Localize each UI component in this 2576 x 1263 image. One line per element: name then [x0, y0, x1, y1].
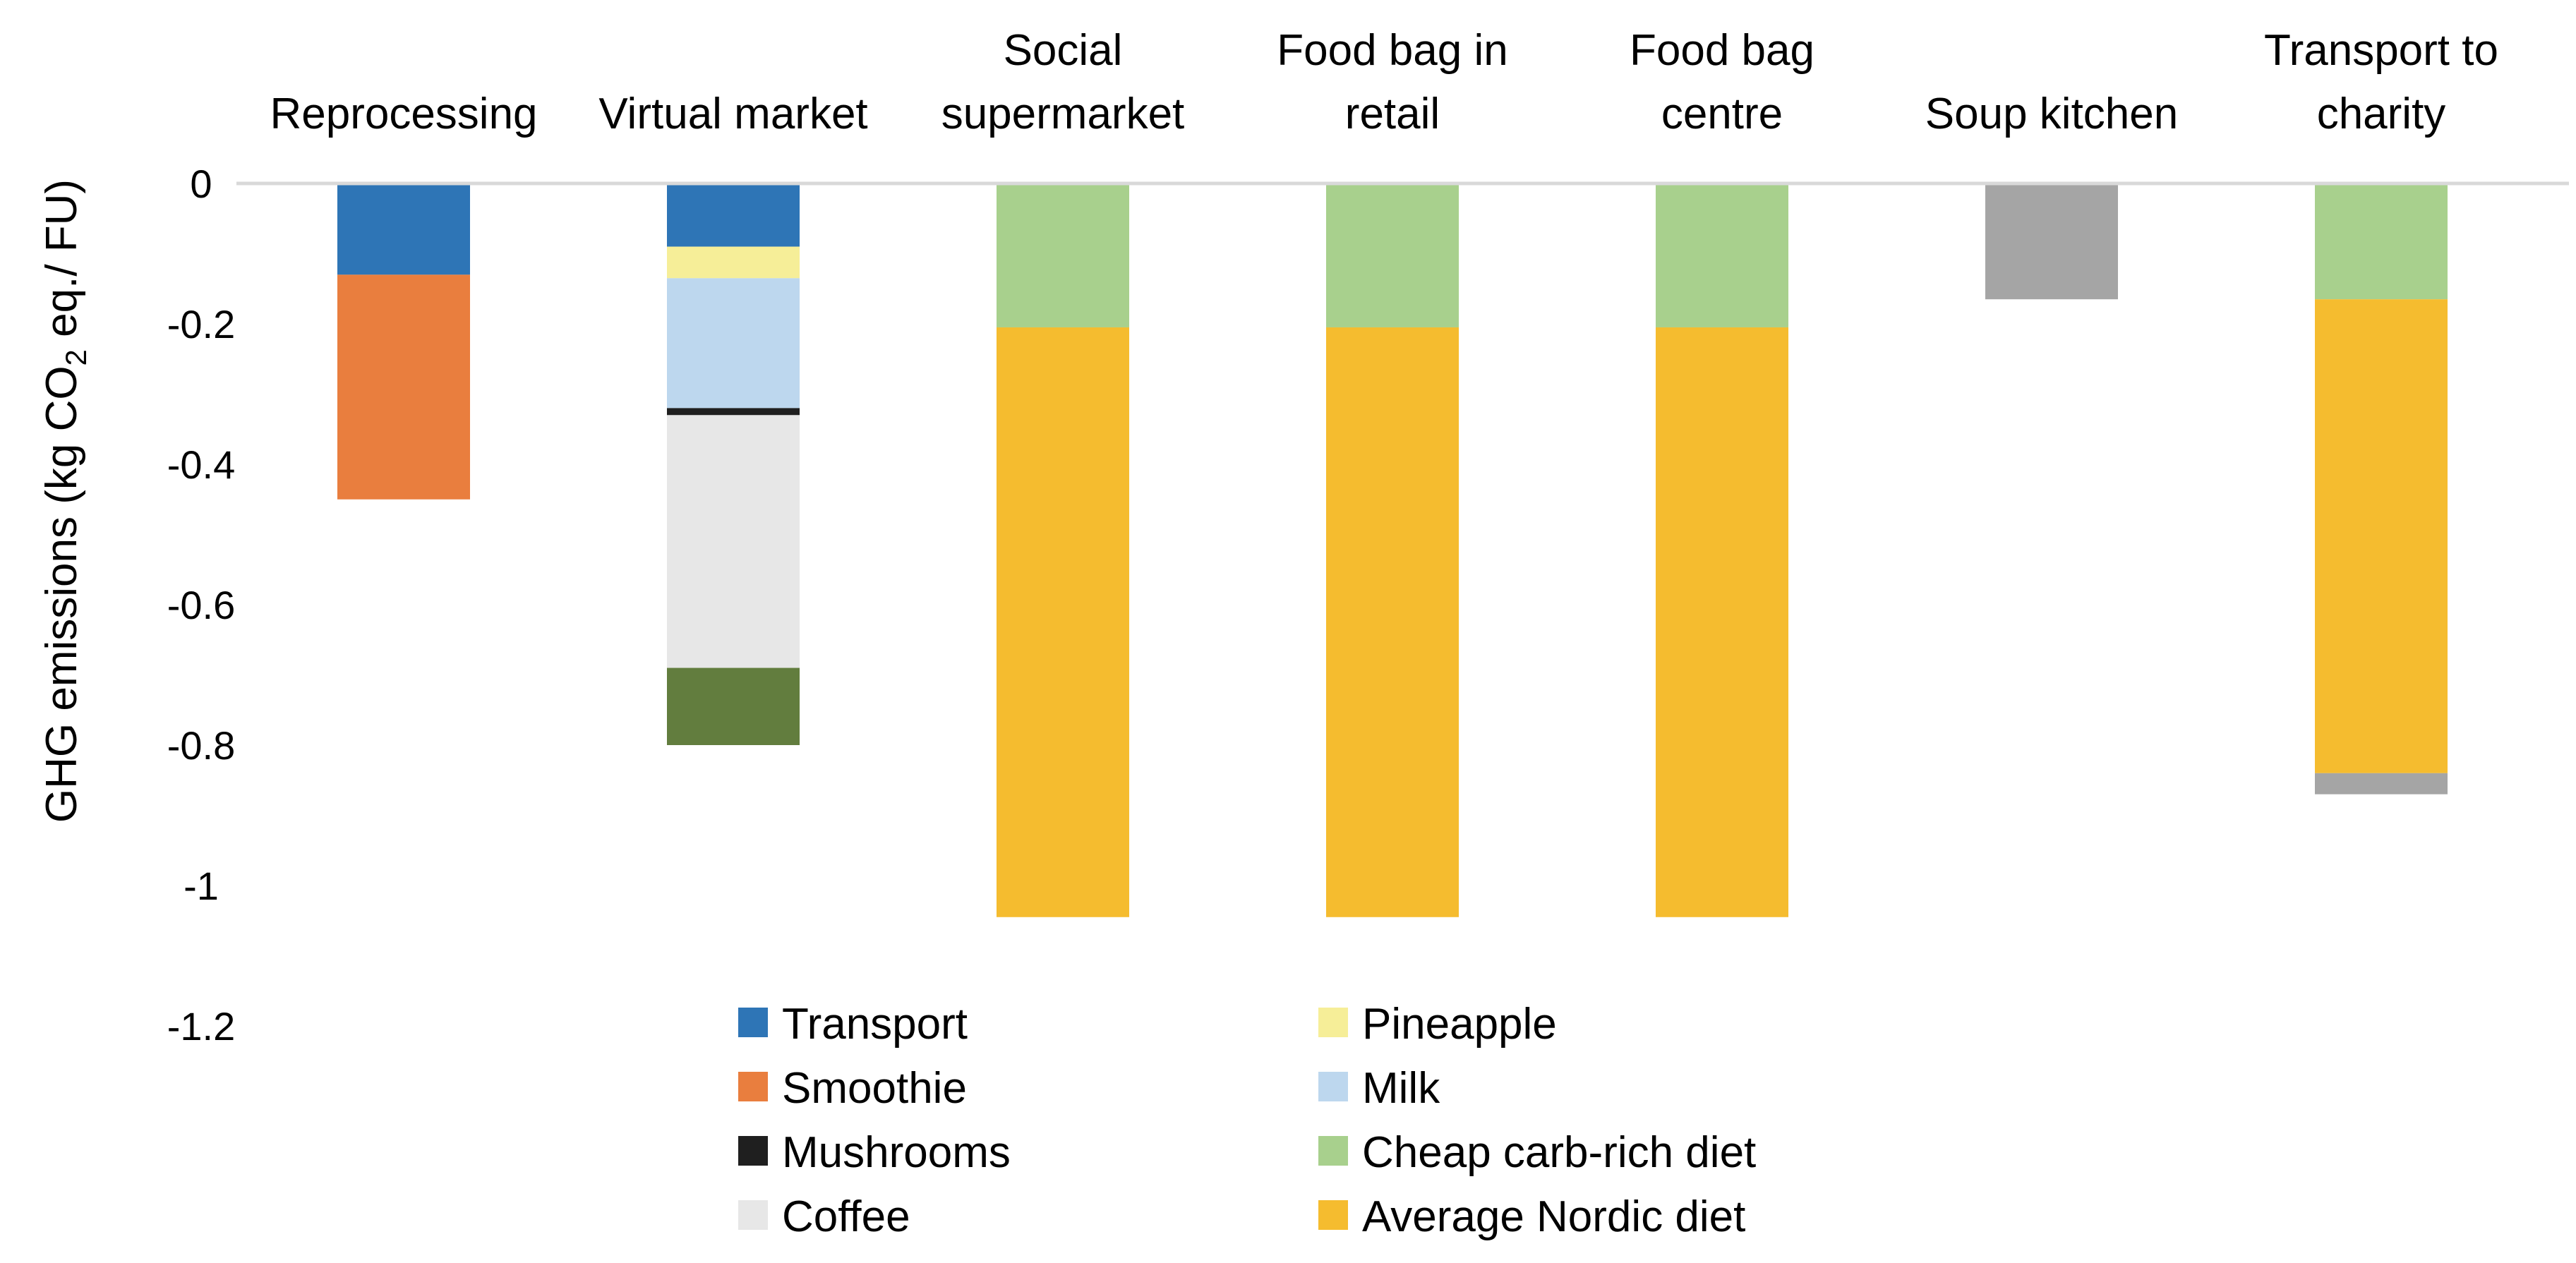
legend-swatch: [738, 1136, 768, 1166]
legend-swatch: [1318, 1008, 1348, 1037]
category-label: Food bag: [1630, 26, 1814, 75]
bar-segment-pineapple: [667, 246, 800, 279]
legend-label: Coffee: [782, 1192, 910, 1241]
category-label: retail: [1345, 90, 1440, 138]
bar-segment-cheap-carb-rich-diet: [1656, 183, 1788, 327]
bar-segment-food-service: [1985, 183, 2118, 300]
bar-segment-mushrooms: [667, 408, 800, 416]
bar-segment-average-nordic-diet: [2315, 299, 2448, 773]
legend-swatch: [738, 1200, 768, 1230]
legend-label: Milk: [1362, 1064, 1440, 1113]
category-label: charity: [2317, 90, 2446, 138]
legend-swatch: [1318, 1072, 1348, 1101]
bar-segment-cheap-carb-rich-diet: [2315, 183, 2448, 300]
y-tick-label: -1.2: [167, 1004, 236, 1049]
y-tick-label: -0.8: [167, 723, 236, 768]
category-label: Soup kitchen: [1925, 90, 2178, 138]
y-tick-label: -0.6: [167, 583, 236, 627]
bar-segment-cheap-carb-rich-diet: [1326, 183, 1459, 327]
legend-label: Transport: [782, 1000, 968, 1049]
bar-segment-average-nordic-diet: [1656, 327, 1788, 917]
bar-segment-food-service: [2315, 773, 2448, 794]
category-label: Social: [1004, 26, 1123, 75]
legend: Transport Smoothie Mushrooms Coffee Pineappl…: [738, 1000, 1756, 1241]
bar-segment-smoothie: [337, 274, 470, 500]
category-label: Food bag in: [1277, 26, 1507, 75]
category-label: Transport to: [2264, 26, 2498, 75]
bar-segment-average-nordic-diet: [997, 327, 1129, 917]
bar-segment-cheap-carb-rich-diet: [997, 183, 1129, 327]
legend-label: Average Nordic diet: [1362, 1192, 1745, 1241]
legend-label: Cheap carb-rich diet: [1362, 1128, 1756, 1177]
bar-segment-average-nordic-diet: [1326, 327, 1459, 917]
y-axis-title-suffix: eq./ FU): [37, 179, 86, 349]
bar-segment-transport: [667, 183, 800, 247]
y-tick-label: -0.2: [167, 302, 236, 346]
legend-swatch: [1318, 1200, 1348, 1230]
y-axis-title-prefix: GHG emissions (kg CO: [37, 365, 86, 823]
y-axis-title: GHG emissions (kg CO2 eq./ FU): [37, 179, 92, 823]
plot-area: 0 -0.2 -0.4 -0.6 -0.8 -1 -1.2 Reprocessing Virtu…: [167, 26, 2569, 1049]
y-tick-label: -1: [183, 864, 219, 908]
legend-label: Mushrooms: [782, 1128, 1011, 1177]
legend-label: Smoothie: [782, 1064, 967, 1113]
category-label: Reprocessing: [270, 90, 537, 138]
category-label: supermarket: [941, 90, 1185, 138]
category-label: centre: [1661, 90, 1783, 138]
legend-swatch: [738, 1008, 768, 1037]
bar-segment-milk: [667, 278, 800, 409]
legend-swatch: [1318, 1136, 1348, 1166]
y-axis-title-subscript: 2: [59, 349, 92, 365]
bar-segment-transport: [337, 183, 470, 275]
legend-swatch: [738, 1072, 768, 1101]
category-label: Virtual market: [598, 90, 867, 138]
bar-segment-coffee: [667, 415, 800, 668]
bar-segment-vegetables: [667, 667, 800, 745]
legend-label: Pineapple: [1362, 1000, 1557, 1049]
y-tick-label: 0: [190, 162, 212, 206]
y-tick-label: -0.4: [167, 442, 236, 487]
